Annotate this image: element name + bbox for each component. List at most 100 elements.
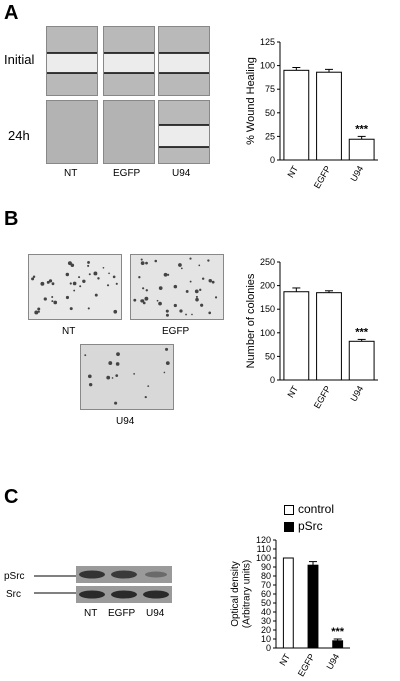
bar: [282, 557, 294, 649]
x-tick-label: EGFP: [312, 164, 333, 190]
row-label-24h: 24h: [8, 128, 30, 143]
bar: [283, 69, 310, 161]
y-tick-label: 80: [261, 571, 271, 581]
colony-dot: [115, 374, 119, 377]
colony-dot: [138, 276, 141, 279]
legend-label-control: control: [298, 502, 335, 516]
y-tick-label: 70: [261, 580, 271, 590]
y-tick-label: 40: [261, 607, 271, 617]
colony-dot: [208, 279, 212, 283]
micrograph-egfp-initial: [103, 26, 155, 96]
colony-dot: [37, 307, 41, 311]
bar: [307, 564, 319, 649]
colony-dot: [88, 382, 93, 387]
y-tick-label: 100: [256, 553, 271, 563]
colony-dot: [198, 264, 201, 267]
colony-dot: [113, 309, 118, 314]
colony-dot: [65, 272, 70, 277]
colony-dot: [97, 277, 100, 280]
colony-dot: [114, 401, 118, 405]
colony-dot: [133, 298, 137, 302]
colony-dot: [46, 280, 50, 284]
colony-dot: [178, 263, 182, 267]
colony-dot: [179, 309, 183, 313]
bar: [348, 138, 375, 161]
colony-dot: [180, 267, 183, 270]
colony-dot: [145, 298, 147, 301]
colony-dot: [82, 279, 86, 284]
colony-image-egfp: [130, 254, 224, 320]
bar: [283, 291, 310, 381]
colony-label-nt: NT: [62, 326, 76, 337]
colony-dot: [185, 313, 187, 316]
colony-dot: [158, 301, 162, 306]
panel-letter-b: B: [4, 208, 19, 230]
y-tick-label: 110: [257, 544, 271, 554]
colony-dot: [115, 282, 118, 285]
colony-dot: [165, 313, 169, 317]
colony-dot: [156, 299, 159, 302]
colony-dot: [142, 287, 145, 290]
colony-dot: [87, 261, 90, 264]
significance-marker: ***: [355, 123, 369, 135]
colony-dot: [106, 375, 111, 380]
colony-dot: [189, 257, 192, 260]
col-label-u94: U94: [172, 168, 191, 179]
micrograph-nt-24h: [46, 100, 98, 164]
x-tick-label: NT: [277, 652, 292, 668]
bar: [316, 71, 342, 161]
y-tick-label: 0: [270, 155, 275, 165]
x-tick-label: U94: [324, 652, 341, 671]
micrograph-egfp-24h: [103, 100, 155, 164]
colony-dot: [195, 297, 199, 302]
colony-dot: [48, 279, 53, 283]
col-label-nt: NT: [64, 168, 78, 179]
y-tick-label: 125: [260, 37, 275, 47]
colony-dot: [167, 273, 170, 276]
colony-dot: [140, 299, 144, 303]
colony-dot: [195, 295, 198, 298]
colony-dot: [40, 281, 45, 286]
colony-dot: [165, 309, 169, 313]
colony-dot: [84, 354, 87, 357]
colony-dot: [142, 301, 146, 305]
colony-dot: [106, 284, 110, 287]
colony-dot: [116, 352, 120, 357]
blot-label-psrc: pSrc: [4, 571, 25, 582]
colony-dot: [214, 296, 218, 299]
colony-dot: [79, 285, 82, 288]
panel-letter-c: C: [4, 486, 19, 508]
y-tick-label: 25: [265, 131, 275, 141]
colony-dot: [88, 273, 91, 276]
colony-dot: [115, 362, 120, 366]
y-tick-label: 200: [260, 281, 275, 291]
col-label-egfp: EGFP: [113, 168, 141, 179]
colony-dot: [140, 261, 145, 266]
colony-dot: [67, 261, 72, 266]
colony-dot: [108, 272, 110, 275]
y-axis-label: % Wound Healing: [245, 57, 257, 145]
colony-label-egfp: EGFP: [162, 326, 190, 337]
x-tick-label: EGFP: [312, 384, 333, 410]
y-tick-label: 0: [270, 375, 275, 385]
colony-dot: [133, 372, 136, 375]
micrograph-u94-initial: [158, 26, 210, 96]
colony-dot: [165, 347, 169, 351]
legend-swatch-control: [284, 505, 294, 515]
colony-dot: [112, 275, 116, 279]
y-tick-label: 50: [261, 598, 271, 608]
y-tick-label: 100: [260, 61, 275, 71]
colony-dot: [191, 313, 193, 316]
colony-dot: [145, 289, 148, 292]
y-tick-label: 30: [261, 616, 271, 626]
colony-dot: [37, 310, 40, 313]
y-axis-label: Optical density: [230, 561, 241, 627]
colony-dot: [73, 289, 76, 292]
colony-dot: [93, 271, 98, 276]
colony-dot: [51, 282, 55, 286]
colony-dot: [51, 295, 54, 298]
bar: [348, 340, 375, 381]
colony-dot: [87, 374, 92, 379]
colony-dot: [201, 277, 205, 280]
colony-dot: [51, 300, 54, 303]
